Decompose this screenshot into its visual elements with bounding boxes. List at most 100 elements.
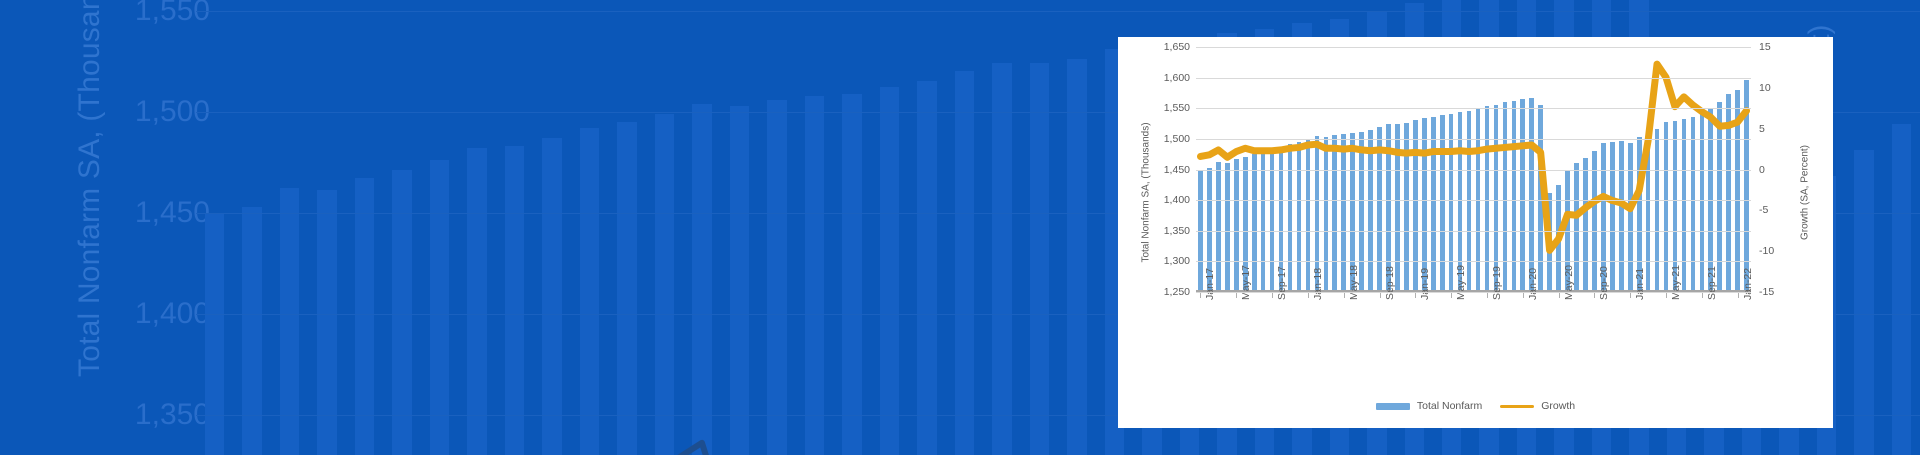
- inset-bar: [1305, 139, 1311, 292]
- background-bar: [767, 99, 787, 455]
- inset-x-tick-label: Sep-21: [1705, 266, 1718, 300]
- background-bar: [429, 160, 450, 455]
- background-bar: [1854, 150, 1874, 455]
- background-bar-cell: [458, 0, 495, 455]
- inset-bar: [1636, 137, 1642, 292]
- inset-bar-cell: [1491, 47, 1500, 292]
- inset-gridline: [1196, 230, 1751, 232]
- background-bar: [205, 212, 225, 455]
- background-bar-cell: [308, 0, 345, 455]
- background-bar-cell: [383, 0, 420, 455]
- inset-bar-cell: [1393, 47, 1402, 292]
- inset-gridline: [1196, 200, 1751, 202]
- inset-bar-cell: [1518, 47, 1527, 292]
- background-bar-cell: [196, 0, 233, 455]
- background-bar-cell: [1058, 0, 1095, 455]
- background-bar-cell: [683, 0, 720, 455]
- background-bar: [504, 146, 525, 455]
- inset-gridline: [1196, 169, 1751, 171]
- inset-bar: [1430, 116, 1436, 292]
- inset-x-tick-label: May-20: [1562, 264, 1575, 300]
- inset-bar: [1583, 158, 1588, 292]
- inset-bar: [1645, 131, 1651, 292]
- inset-bar-cell: [1653, 47, 1662, 292]
- inset-bar: [1529, 97, 1535, 292]
- inset-y-tick-label: 1,500: [1163, 132, 1190, 145]
- inset-bar: [1314, 136, 1320, 292]
- inset-bar: [1538, 104, 1544, 292]
- inset-line-series: [1196, 47, 1751, 292]
- inset-x-tick-mark: [1307, 292, 1309, 298]
- inset-bar-cell: [1330, 47, 1339, 292]
- background-bar-cell: [233, 0, 270, 455]
- inset-bar-cell: [1572, 47, 1581, 292]
- inset-bar: [1207, 167, 1212, 292]
- inset-y-axis-title: Total Nonfarm SA, (Thousands): [1140, 122, 1152, 263]
- background-gridline: [196, 313, 1920, 315]
- inset-bar-cell: [1679, 47, 1688, 292]
- inset-bar-cell: [1348, 47, 1357, 292]
- legend-item-total-nonfarm[interactable]: Total Nonfarm: [1375, 400, 1482, 412]
- inset-right-tick-label: 5: [1759, 122, 1765, 135]
- background-y-tick-label: 1,550: [134, 0, 210, 27]
- inset-bar-cell: [1312, 47, 1321, 292]
- inset-bar-cell: [1671, 47, 1680, 292]
- background-bar: [654, 113, 675, 455]
- inset-x-axis-line: [1196, 290, 1751, 292]
- inset-bar: [1484, 105, 1490, 292]
- background-bar: [617, 121, 637, 455]
- inset-bar-cell: [1259, 47, 1268, 292]
- inset-bar-cell: [1366, 47, 1375, 292]
- inset-x-tick-label: Jan-21: [1634, 267, 1647, 300]
- inset-bar-cell: [1321, 47, 1330, 292]
- inset-bar: [1260, 149, 1266, 292]
- inset-x-tick-mark: [1701, 292, 1703, 298]
- inset-bar-cell: [1375, 47, 1384, 292]
- background-gridline: [196, 414, 1920, 416]
- inset-bar-cell: [1456, 47, 1465, 292]
- inset-bar: [1233, 159, 1239, 292]
- inset-bar: [1466, 110, 1472, 292]
- inset-bar: [1726, 94, 1732, 292]
- background-y-tick-label: 1,500: [134, 94, 210, 128]
- background-bar-cell: [646, 0, 683, 455]
- legend-item-growth[interactable]: Growth: [1500, 400, 1575, 412]
- background-bar-cell: [346, 0, 383, 455]
- background-bar-cell: [608, 0, 645, 455]
- inset-bar: [1654, 129, 1660, 292]
- inset-x-tick-mark: [1379, 292, 1381, 298]
- background-bar-cell: [496, 0, 533, 455]
- background-bar: [579, 127, 600, 455]
- inset-bar-cell: [1500, 47, 1509, 292]
- inset-bar: [1242, 156, 1248, 292]
- inset-x-tick-label: Jan-22: [1741, 267, 1754, 300]
- inset-bar: [1287, 143, 1293, 292]
- inset-right-tick-label: -5: [1759, 204, 1769, 217]
- inset-bar: [1386, 124, 1391, 292]
- inset-x-tick-label: Sep-20: [1598, 266, 1611, 300]
- inset-x-tick-label: Jan-18: [1311, 267, 1324, 300]
- background-bar: [317, 190, 337, 455]
- inset-x-tick-mark: [1522, 292, 1524, 298]
- inset-x-tick-label: May-17: [1240, 264, 1253, 300]
- inset-bar-cell: [1527, 47, 1536, 292]
- inset-x-tick-mark: [1558, 292, 1560, 298]
- inset-bar: [1269, 149, 1275, 292]
- inset-bar: [1627, 143, 1633, 292]
- inset-x-tick-label: Jan-17: [1204, 267, 1217, 300]
- background-bar: [467, 148, 487, 455]
- background-y-tick-label: 1,450: [134, 195, 210, 229]
- inset-growth-line: [1200, 64, 1746, 250]
- inset-right-tick-label: -10: [1759, 245, 1775, 258]
- background-bar: [992, 63, 1012, 455]
- legend-line-swatch-icon: [1500, 404, 1535, 408]
- inset-x-tick-label: Sep-18: [1383, 266, 1396, 300]
- inset-y-tick-label: 1,400: [1163, 194, 1190, 207]
- inset-x-tick-label: May-21: [1669, 264, 1682, 300]
- inset-x-tick-labels: Jan-17 May-17 Sep-17 Jan-18 May-18 Sep-18 Jan-…: [1196, 265, 1754, 300]
- inset-gridline: [1196, 108, 1751, 110]
- legend-label-growth: Growth: [1541, 400, 1576, 412]
- background-y-tick-label: 1,400: [134, 296, 210, 330]
- inset-y-tick-label: 1,600: [1163, 71, 1190, 84]
